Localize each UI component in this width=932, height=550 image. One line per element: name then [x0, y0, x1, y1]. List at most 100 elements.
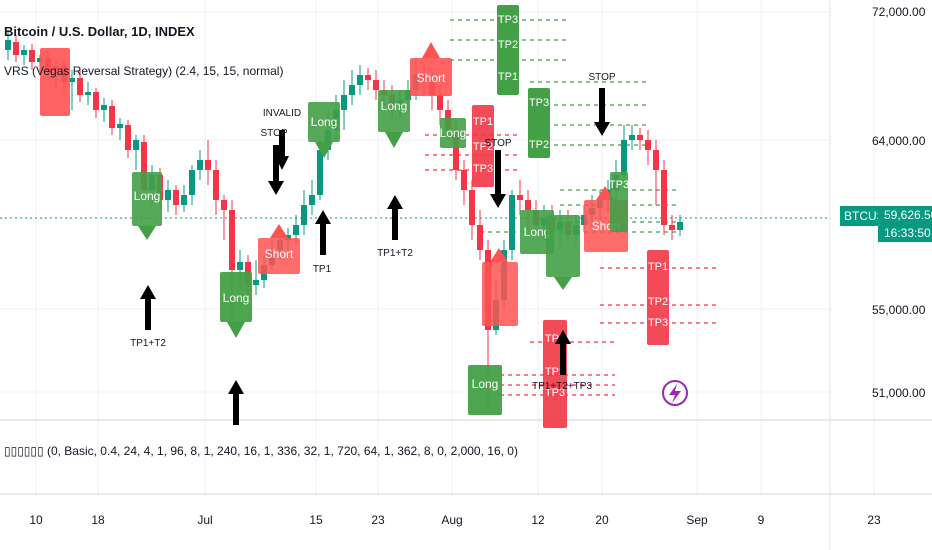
candle-body [213, 170, 219, 200]
long-label: Long [308, 102, 340, 158]
candle-body [677, 222, 683, 230]
price-tick: 72,000.00 [872, 5, 926, 19]
candle-body [29, 50, 35, 62]
candle-body [309, 195, 315, 205]
candle-body [5, 40, 11, 50]
svg-text:TP1: TP1 [648, 261, 668, 273]
candle-body [101, 105, 107, 110]
candle-body [469, 190, 475, 225]
time-tick: Aug [441, 513, 462, 527]
candle-body [181, 195, 187, 205]
svg-text:Long: Long [134, 189, 161, 203]
pane2-legend[interactable]: ▯▯▯▯▯▯ (0, Basic, 0.4, 24, 4, 1, 96, 8, … [4, 444, 518, 458]
svg-text:TP2: TP2 [648, 296, 668, 308]
candle-body [477, 225, 483, 250]
candle-body [661, 170, 667, 225]
candle-body [165, 190, 171, 200]
candle-body [341, 95, 347, 110]
candle-body [525, 200, 531, 210]
candle-body [85, 92, 91, 95]
tp-boxes: TP3 TP2 TP1 TP3 TP2 TP1 TP2 TP3 TP3 TP1 … [472, 5, 669, 428]
arrow-up-icon [387, 195, 403, 240]
svg-text:TP1: TP1 [313, 264, 332, 275]
candle-body [229, 210, 235, 270]
svg-text:TP2: TP2 [473, 141, 493, 153]
svg-text:Long: Long [381, 99, 408, 113]
price-tick: 64,000.00 [872, 134, 926, 148]
svg-text:TP1: TP1 [473, 116, 493, 128]
price-tick: 51,000.00 [872, 386, 926, 400]
candle-body [437, 95, 443, 110]
candle-body [21, 50, 27, 55]
candle-body [357, 75, 363, 85]
candle-body [509, 195, 515, 250]
candle-body [453, 130, 459, 170]
arrow-down-icon [268, 145, 284, 195]
short-label: Short [258, 224, 300, 274]
svg-text:INVALID: INVALID [263, 108, 301, 119]
candle-body [293, 225, 299, 235]
svg-text:TP2: TP2 [529, 139, 549, 151]
candle-body [373, 80, 379, 90]
svg-text:Long: Long [472, 377, 499, 391]
time-tick: 23 [371, 513, 385, 527]
price-tick: 55,000.00 [872, 303, 926, 317]
candle-body [517, 195, 523, 200]
bar-countdown: 16:33:50 [878, 224, 932, 242]
svg-text:TP3: TP3 [473, 163, 493, 175]
svg-text:TP3: TP3 [498, 14, 518, 26]
candle-body [69, 78, 75, 82]
svg-text:TP3: TP3 [545, 387, 565, 399]
svg-text:TP3: TP3 [648, 317, 668, 329]
candle-body [125, 125, 131, 150]
svg-text:TP1: TP1 [498, 71, 518, 83]
candle-body [285, 235, 291, 240]
svg-text:TP2: TP2 [498, 39, 518, 51]
svg-text:TP1+T2: TP1+T2 [130, 338, 166, 349]
svg-text:Long: Long [440, 126, 467, 140]
time-tick: 10 [29, 513, 43, 527]
indicator-legend[interactable]: VRS (Vegas Reversal Strategy) (2.4, 15, … [4, 64, 284, 78]
time-tick: 20 [595, 513, 609, 527]
candle-body [637, 135, 643, 140]
candle-body [221, 200, 227, 210]
arrow-up-icon [140, 285, 156, 330]
long-label: Long [520, 210, 554, 254]
svg-text:Short: Short [417, 71, 446, 85]
time-tick: 23 [867, 513, 881, 527]
last-price-label: 59,626.50 [878, 206, 932, 224]
long-label: Long [378, 90, 410, 148]
candle-body [205, 160, 211, 170]
long-label [40, 48, 70, 116]
time-tick: 15 [309, 513, 323, 527]
svg-text:Long: Long [524, 225, 551, 239]
flash-icon[interactable] [662, 380, 688, 406]
candle-body [645, 140, 651, 150]
candle-body [317, 150, 323, 195]
svg-text:Long: Long [223, 291, 250, 305]
time-axis[interactable]: 10 18 Jul 15 23 Aug 12 20 Sep 9 23 [29, 513, 881, 527]
symbol-title[interactable]: Bitcoin / U.S. Dollar, 1D, INDEX [4, 24, 195, 39]
svg-text:Short: Short [265, 247, 294, 261]
candle-body [253, 280, 259, 285]
svg-text:TP3: TP3 [609, 179, 629, 191]
long-label: Long [440, 118, 467, 148]
price-axis[interactable]: 72,000.00 64,000.00 55,000.00 51,000.00 [872, 5, 926, 400]
candle-body [93, 92, 99, 110]
long-label: Long [468, 365, 502, 415]
arrow-up-icon [555, 330, 571, 375]
svg-text:STOP: STOP [260, 128, 287, 139]
candle-body [189, 170, 195, 195]
time-tick: 9 [758, 513, 765, 527]
svg-text:TP1+T2+TP3: TP1+T2+TP3 [532, 381, 592, 392]
candle-body [461, 170, 467, 190]
candle-body [173, 190, 179, 205]
svg-text:STOP: STOP [588, 72, 615, 83]
candle-body [653, 150, 659, 170]
candle-body [197, 160, 203, 170]
time-tick: Jul [197, 513, 212, 527]
candle-body [669, 225, 675, 230]
candle-body [13, 42, 19, 55]
candle-body [109, 106, 115, 128]
